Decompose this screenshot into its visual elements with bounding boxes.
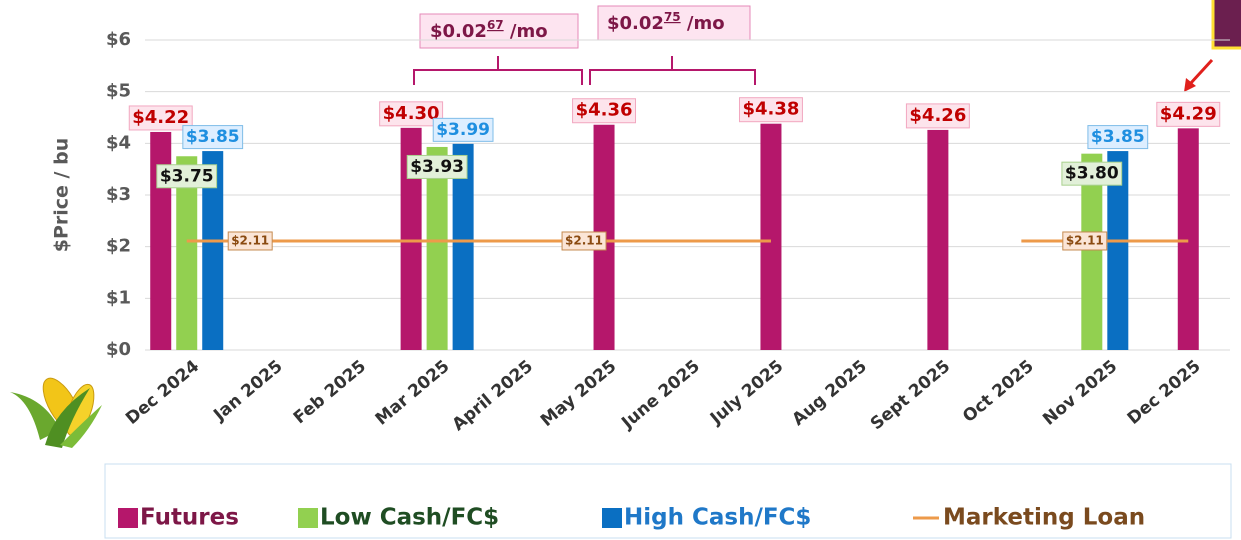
x-tick-label: April 2025 [449, 356, 537, 435]
chart: $Price / bu $0.0267 /mo $0.0275 /mo $0$1… [0, 0, 1241, 540]
x-tick-label: Mar 2025 [372, 356, 454, 429]
legend-label: Futures [140, 505, 239, 531]
data-label: $2.11 [231, 233, 269, 247]
bracket [414, 56, 582, 85]
data-label: $4.26 [909, 105, 966, 126]
legend-label: Marketing Loan [943, 505, 1145, 531]
y-axis-label: $Price / bu [51, 138, 73, 252]
bar [760, 124, 781, 350]
x-tick-label: Jan 2025 [209, 356, 286, 425]
y-tick-label: $1 [106, 287, 131, 308]
y-tick-label: $0 [106, 339, 131, 360]
annotation-text: $0.02 [607, 13, 664, 34]
data-label: $3.80 [1065, 164, 1119, 184]
annotation-superscript: 67 [487, 18, 504, 32]
legend-label: High Cash/FC$ [624, 505, 811, 531]
x-tick-label: Dec 2024 [122, 356, 203, 429]
y-tick-label: $5 [106, 81, 131, 102]
y-tick-label: $4 [106, 132, 131, 153]
bracket [590, 56, 755, 85]
data-label: $3.75 [160, 166, 214, 186]
x-tick-label: June 2025 [617, 356, 704, 433]
annotation-text: $0.02 [430, 21, 487, 42]
bar [927, 130, 948, 350]
legend-swatch [118, 508, 138, 528]
data-label: $2.11 [565, 233, 603, 247]
y-tick-label: $3 [106, 184, 131, 205]
x-tick-label: Sept 2025 [867, 356, 954, 434]
data-label: $3.93 [410, 157, 464, 177]
x-tick-label: July 2025 [706, 356, 787, 429]
x-tick-label: Oct 2025 [959, 356, 1038, 427]
x-tick-label: Feb 2025 [290, 356, 370, 428]
data-label: $3.99 [436, 120, 490, 140]
y-tick-label: $2 [106, 236, 131, 257]
x-tick-label: Dec 2025 [1124, 356, 1205, 428]
data-label: $4.36 [576, 100, 633, 121]
bar [1178, 128, 1199, 350]
arrow [1190, 60, 1212, 84]
annotation-suffix: /mo [681, 13, 725, 34]
data-label: $4.22 [132, 107, 189, 128]
data-label: $3.85 [1091, 127, 1145, 147]
x-tick-label: Nov 2025 [1039, 356, 1121, 429]
data-label: $4.29 [1160, 103, 1217, 124]
legend-swatch [298, 508, 318, 528]
x-tick-label: Aug 2025 [789, 356, 871, 430]
callout-box [1213, 0, 1241, 48]
x-tick-label: May 2025 [537, 356, 620, 431]
annotation-superscript: 75 [664, 10, 681, 24]
data-label: $4.30 [383, 103, 440, 124]
data-label: $4.38 [742, 99, 799, 120]
annotation-suffix: /mo [504, 21, 548, 42]
corn-icon [10, 373, 102, 448]
legend-swatch [602, 508, 622, 528]
data-label: $3.85 [186, 127, 240, 147]
legend-label: Low Cash/FC$ [320, 505, 499, 531]
data-label: $2.11 [1066, 233, 1104, 247]
y-tick-label: $6 [106, 29, 131, 50]
